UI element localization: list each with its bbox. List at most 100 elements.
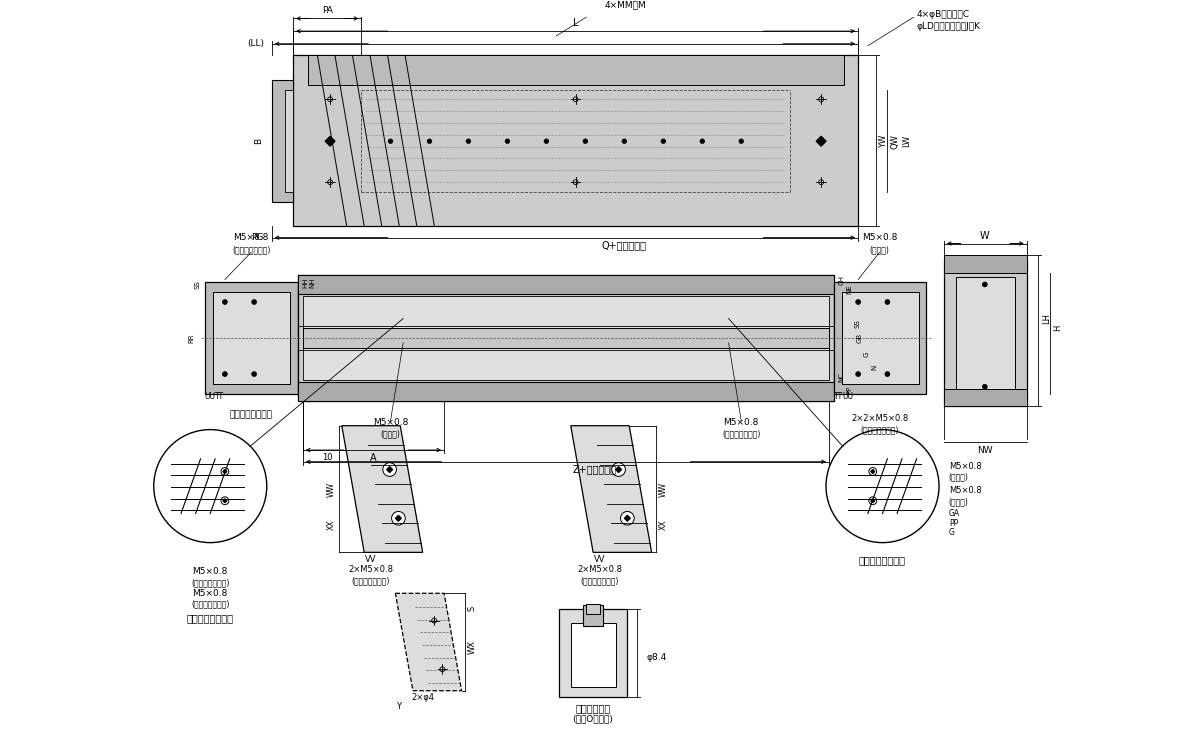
Text: M5×0.8: M5×0.8	[861, 233, 897, 242]
Text: WX: WX	[468, 640, 477, 654]
Text: TT: TT	[214, 392, 224, 401]
Polygon shape	[341, 426, 423, 552]
Text: YW: YW	[879, 134, 888, 148]
Circle shape	[739, 140, 743, 143]
Text: 2×M5×0.8: 2×M5×0.8	[577, 566, 623, 574]
Text: WW: WW	[327, 482, 335, 496]
Text: (六角稴付プラグ): (六角稴付プラグ)	[232, 244, 271, 254]
Polygon shape	[395, 593, 461, 691]
Text: (適用Oリング): (適用Oリング)	[573, 715, 613, 724]
Text: TT: TT	[834, 392, 843, 401]
Bar	[213, 292, 290, 384]
Text: M5×0.8: M5×0.8	[724, 419, 758, 428]
Text: LW: LW	[902, 135, 912, 147]
Text: 集中配管形の場合: 集中配管形の場合	[859, 555, 906, 566]
Text: (六角稴付プラグ): (六角稴付プラグ)	[860, 425, 898, 434]
Text: WW: WW	[659, 482, 667, 496]
Bar	[956, 277, 1015, 394]
Text: φLD通し六底面側J深K: φLD通し六底面側J深K	[916, 22, 981, 31]
Text: 本ボート使用不可: 本ボート使用不可	[230, 410, 273, 419]
Text: RR: RR	[188, 333, 195, 343]
Circle shape	[218, 368, 231, 381]
Bar	[298, 382, 834, 401]
Circle shape	[223, 372, 228, 376]
Text: (ボート): (ボート)	[870, 244, 890, 254]
Circle shape	[388, 140, 393, 143]
Text: S: S	[468, 605, 477, 610]
Polygon shape	[223, 499, 226, 502]
Text: PP: PP	[847, 386, 853, 394]
Text: NH: NH	[309, 278, 315, 288]
Bar	[205, 283, 298, 394]
Text: M5×0.8: M5×0.8	[373, 419, 409, 428]
Polygon shape	[616, 466, 622, 472]
Text: QW: QW	[890, 134, 900, 148]
Text: A: A	[370, 453, 376, 463]
Text: (六角稴付プラグ): (六角稴付プラグ)	[352, 576, 391, 585]
Text: HH: HH	[303, 278, 309, 288]
Circle shape	[869, 496, 877, 505]
Circle shape	[612, 463, 625, 476]
Circle shape	[220, 496, 229, 505]
Text: NC: NC	[839, 372, 845, 382]
Circle shape	[881, 296, 894, 309]
Circle shape	[247, 368, 261, 381]
Circle shape	[153, 430, 267, 542]
Circle shape	[869, 467, 877, 476]
Circle shape	[252, 299, 256, 304]
Text: 2×2×M5×0.8: 2×2×M5×0.8	[851, 415, 908, 424]
Bar	[944, 255, 1027, 273]
Circle shape	[982, 282, 987, 287]
Circle shape	[621, 512, 634, 525]
Text: CH: CH	[839, 274, 845, 284]
Text: L: L	[573, 18, 579, 28]
Circle shape	[383, 463, 397, 476]
Text: M5×0.8: M5×0.8	[949, 487, 981, 496]
Text: VV: VV	[594, 555, 606, 564]
Text: (ボート): (ボート)	[381, 429, 400, 438]
Text: 2×M5×0.8: 2×M5×0.8	[349, 566, 393, 574]
Text: (ボート): (ボート)	[949, 472, 969, 482]
Bar	[586, 604, 600, 613]
Text: (六角稴付プラグ): (六角稴付プラグ)	[722, 429, 761, 438]
Bar	[308, 56, 843, 85]
Circle shape	[825, 430, 939, 542]
Polygon shape	[395, 515, 401, 521]
Circle shape	[583, 140, 587, 143]
Polygon shape	[223, 470, 226, 473]
Circle shape	[218, 296, 231, 309]
Text: NE: NE	[847, 284, 853, 294]
Text: LH: LH	[1042, 313, 1051, 324]
Polygon shape	[871, 499, 875, 502]
Circle shape	[885, 372, 890, 376]
Circle shape	[852, 368, 865, 381]
Bar	[583, 605, 603, 626]
Bar	[298, 274, 834, 401]
Text: N: N	[872, 364, 878, 370]
Bar	[285, 89, 294, 192]
Polygon shape	[816, 136, 825, 146]
Text: (六角稴付プラグ): (六角稴付プラグ)	[190, 599, 230, 608]
Text: 集中配管形の場合: 集中配管形の場合	[187, 614, 234, 623]
Circle shape	[978, 380, 992, 394]
Text: PP: PP	[949, 519, 958, 528]
Circle shape	[252, 372, 256, 376]
Bar	[944, 388, 1027, 406]
Circle shape	[223, 299, 228, 304]
Bar	[294, 56, 858, 226]
Circle shape	[247, 296, 261, 309]
Circle shape	[885, 299, 890, 304]
Circle shape	[852, 296, 865, 309]
Text: PG: PG	[252, 233, 264, 242]
Polygon shape	[325, 136, 335, 146]
Bar	[298, 274, 834, 294]
Bar	[559, 609, 628, 697]
Circle shape	[982, 384, 987, 389]
Text: 2×φ4: 2×φ4	[411, 693, 434, 702]
Text: M5×0.8: M5×0.8	[949, 462, 981, 471]
Text: 4×φB座ぐり深C: 4×φB座ぐり深C	[916, 10, 969, 19]
Text: UU: UU	[205, 392, 216, 401]
Text: Z+ストローク: Z+ストローク	[573, 464, 617, 475]
Text: NW: NW	[978, 446, 993, 454]
Circle shape	[855, 372, 860, 376]
